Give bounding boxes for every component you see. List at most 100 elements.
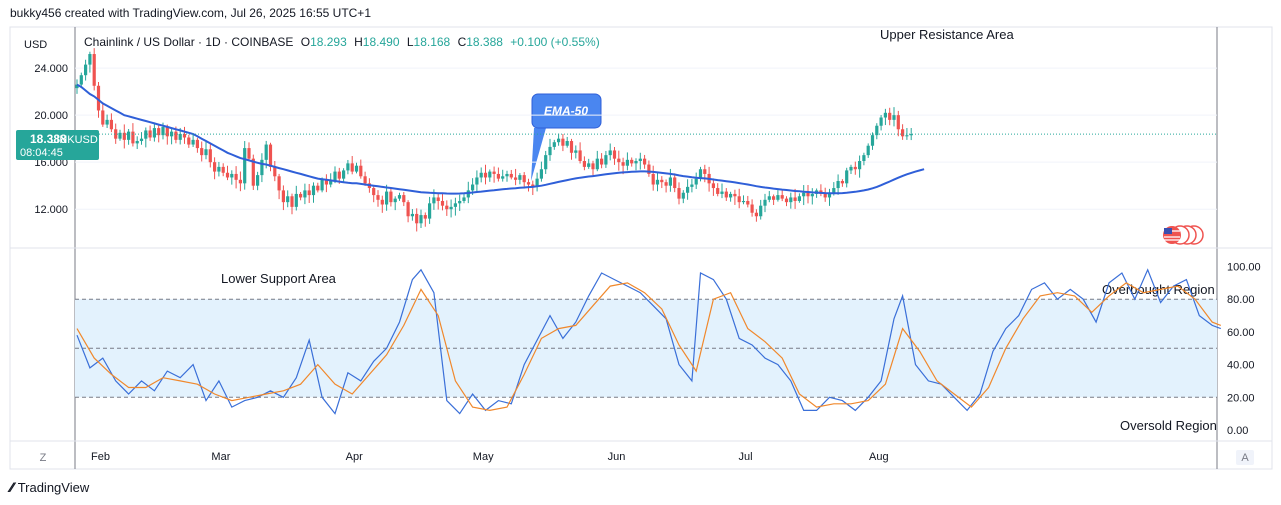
candle xyxy=(423,212,427,227)
stoch-tick-label: 80.00 xyxy=(1227,294,1255,306)
candle xyxy=(213,157,217,180)
candle xyxy=(845,167,849,188)
candle xyxy=(354,162,359,174)
candle xyxy=(204,140,208,160)
candle xyxy=(522,172,526,189)
candle xyxy=(148,125,152,141)
candle xyxy=(836,174,840,195)
candle xyxy=(578,142,582,164)
candle xyxy=(277,173,281,200)
candle xyxy=(88,51,92,73)
ema50-line xyxy=(76,83,925,195)
candle xyxy=(101,104,105,127)
candle xyxy=(552,139,556,150)
candle xyxy=(862,152,866,166)
candle xyxy=(131,123,135,147)
candle xyxy=(643,154,647,169)
candle xyxy=(389,187,393,207)
candle xyxy=(737,188,741,209)
candle xyxy=(397,192,402,201)
candle xyxy=(118,129,122,141)
stoch-d-line xyxy=(76,282,1222,412)
candle xyxy=(243,141,247,190)
candle xyxy=(75,79,79,94)
auto-scale-button[interactable]: A xyxy=(1236,450,1254,465)
oscillator-band xyxy=(75,298,1217,398)
candle xyxy=(694,172,698,189)
candle xyxy=(582,156,586,171)
candle xyxy=(492,166,496,183)
candle xyxy=(612,147,617,165)
candle xyxy=(483,164,488,185)
chart-frame xyxy=(9,26,1273,470)
upper-resistance-label: Upper Resistance Area xyxy=(880,27,1014,42)
candle xyxy=(587,158,591,169)
candle xyxy=(793,188,797,209)
time-tick-label: Jun xyxy=(608,451,626,463)
stoch-tick-label: 40.00 xyxy=(1227,360,1255,372)
candle xyxy=(195,137,199,153)
candle xyxy=(866,143,870,158)
ohlc-h-label: H xyxy=(354,35,363,49)
candle xyxy=(724,188,728,201)
candle xyxy=(217,161,221,177)
candle xyxy=(187,134,191,148)
candle xyxy=(294,185,298,211)
z-button[interactable]: Z xyxy=(40,452,47,464)
candle xyxy=(823,187,827,202)
candle xyxy=(475,170,479,192)
candle xyxy=(638,152,642,170)
us-flag-icon[interactable] xyxy=(1163,225,1204,245)
time-tick-label: Aug xyxy=(869,451,889,463)
bar-countdown: 08:04:45 xyxy=(20,147,63,159)
candle xyxy=(359,159,363,179)
brand-name: TradingView xyxy=(17,479,90,495)
candle xyxy=(200,141,204,162)
candle xyxy=(561,134,565,152)
a-button-label: A xyxy=(1241,452,1249,464)
candle xyxy=(634,158,638,171)
candle xyxy=(221,163,225,177)
candle xyxy=(772,194,776,206)
candle xyxy=(617,150,621,171)
candle xyxy=(402,192,406,207)
candle xyxy=(875,123,879,140)
candle xyxy=(208,144,212,168)
candle xyxy=(307,183,311,203)
candle xyxy=(827,188,832,206)
candle xyxy=(797,193,801,203)
time-tick-label: May xyxy=(473,451,494,463)
candle xyxy=(909,128,913,141)
candle xyxy=(191,134,195,147)
candle xyxy=(440,192,445,211)
ohlc-c-label: C xyxy=(458,35,467,49)
candle xyxy=(385,184,389,211)
candle xyxy=(316,182,320,193)
candle xyxy=(819,184,823,197)
candle xyxy=(668,168,672,192)
candle xyxy=(698,166,703,182)
candle xyxy=(225,165,230,181)
candle xyxy=(299,191,303,201)
candle xyxy=(84,59,88,81)
time-tick-label: Mar xyxy=(211,451,230,463)
candle xyxy=(342,168,346,183)
candle xyxy=(557,133,561,146)
ohlc-o: 18.293 xyxy=(310,35,347,49)
candle xyxy=(853,161,857,175)
candle xyxy=(182,126,187,144)
lower-support-label: Lower Support Area xyxy=(221,271,337,286)
candle xyxy=(686,179,690,200)
candle xyxy=(273,160,277,182)
ema-callout-label: EMA-50 xyxy=(544,104,588,118)
candle xyxy=(458,194,462,211)
candle xyxy=(281,185,285,211)
candle xyxy=(324,174,328,193)
candle xyxy=(655,172,660,192)
candle xyxy=(759,199,763,220)
candle xyxy=(604,150,608,168)
candle xyxy=(849,164,853,174)
candle xyxy=(716,183,720,197)
time-tick-label: Feb xyxy=(91,451,110,463)
